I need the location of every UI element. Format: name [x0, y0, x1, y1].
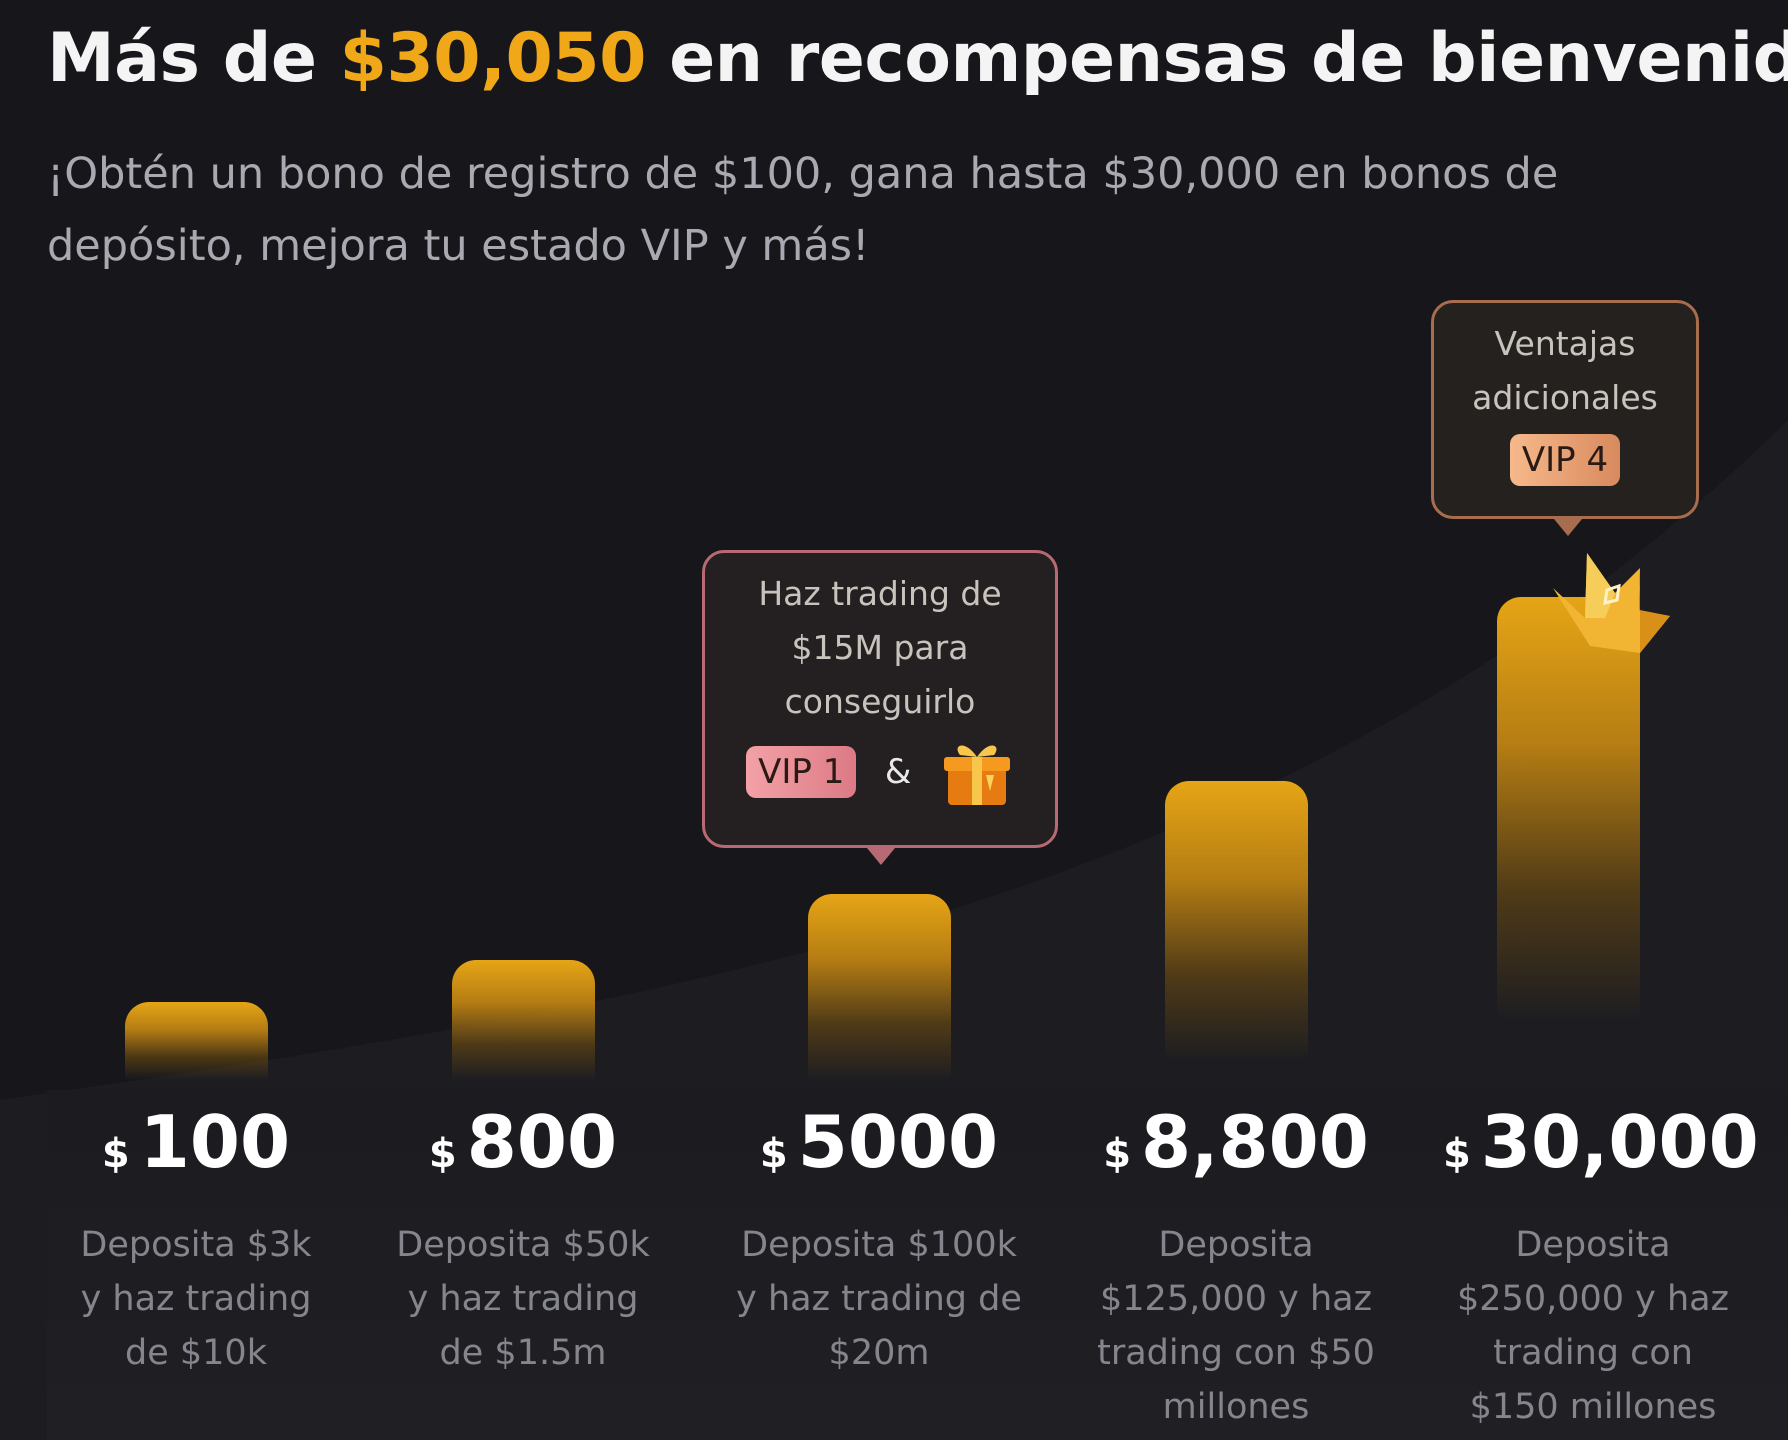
crown-icon [1553, 553, 1670, 653]
vip4-tooltip: Ventajas adicionales VIP 4 [1431, 300, 1699, 536]
vip1-tooltip: Haz trading de $15M para conseguirlo VIP… [702, 550, 1058, 865]
reward-bar-3 [808, 894, 951, 1080]
reward-amount-5: $30,000 [1443, 1100, 1759, 1184]
amount-value: 800 [466, 1100, 618, 1184]
vip4-tooltip-badge-row: VIP 4 [1434, 431, 1696, 493]
vip4-tooltip-pointer [1554, 519, 1582, 536]
amount-value: 30,000 [1480, 1100, 1759, 1184]
reward-description-2: Deposita $50k y haz trading de $1.5m [396, 1225, 650, 1373]
currency-symbol: $ [101, 1131, 130, 1177]
vip4-badge: VIP 4 [1509, 433, 1621, 486]
vip1-tooltip-pointer [867, 848, 895, 865]
title-suffix: en recompensas de bienvenida [645, 19, 1788, 98]
reward-amount-2: $800 [373, 1100, 673, 1184]
vip1-tooltip-text: Haz trading de $15M para conseguirlo [758, 574, 1002, 721]
gift-box-icon [943, 745, 1010, 805]
page-title: Más de $30,050 en recompensas de bienven… [47, 18, 1788, 100]
currency-symbol: $ [1443, 1131, 1471, 1177]
reward-amount-4: $8,800 [1086, 1100, 1386, 1184]
reward-description-1: Deposita $3k y haz trading de $10k [80, 1225, 312, 1373]
reward-description-5: Deposita $250,000 y haz trading con $150… [1457, 1225, 1729, 1427]
page-subtitle: ¡Obtén un bono de registro de $100, gana… [47, 149, 1559, 271]
title-amount: $30,050 [339, 19, 647, 98]
amount-value: 100 [139, 1100, 291, 1184]
reward-description-3: Deposita $100k y haz trading de $20m [736, 1225, 1022, 1373]
reward-bar-4 [1165, 781, 1308, 1060]
amount-value: 5000 [797, 1100, 999, 1184]
vip1-badge: VIP 1 [746, 746, 857, 798]
reward-amount-3: $5000 [729, 1100, 1029, 1184]
reward-description-4: Deposita $125,000 y haz trading con $50 … [1097, 1225, 1375, 1427]
title-prefix: Más de [47, 19, 340, 98]
reward-bar-5 [1497, 597, 1640, 1020]
currency-symbol: $ [1103, 1131, 1132, 1177]
reward-bar-1 [125, 1002, 268, 1080]
ampersand: & [884, 752, 912, 792]
currency-symbol: $ [428, 1131, 457, 1177]
vip1-tooltip-reward-row: VIP 1 & [705, 735, 1055, 805]
rewards-panel [47, 1090, 1788, 1440]
reward-amount-1: $100 [46, 1100, 346, 1184]
currency-symbol: $ [759, 1131, 788, 1177]
amount-value: 8,800 [1141, 1100, 1369, 1184]
vip4-tooltip-text: Ventajas adicionales [1472, 324, 1658, 417]
reward-bar-2 [452, 960, 595, 1080]
